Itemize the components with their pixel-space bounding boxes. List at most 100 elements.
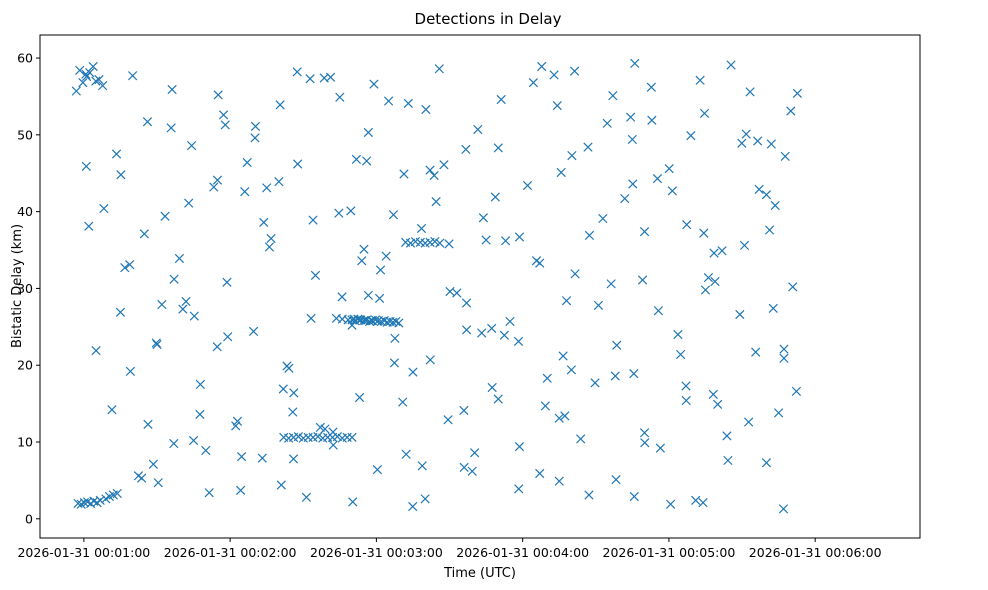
data-point	[167, 84, 177, 95]
data-point	[209, 182, 219, 192]
data-point	[561, 296, 572, 306]
data-point	[421, 104, 431, 115]
data-point	[218, 110, 229, 120]
data-point	[328, 440, 338, 450]
data-point	[570, 269, 580, 279]
data-point	[347, 320, 357, 330]
data-point	[178, 304, 188, 314]
data-point	[240, 187, 250, 197]
data-point	[223, 332, 233, 342]
x-tick-label: 2026-01-31 00:03:00	[310, 545, 443, 560]
data-point	[478, 213, 489, 223]
data-point	[675, 349, 686, 360]
data-point	[220, 120, 230, 130]
data-point	[372, 465, 382, 475]
data-point	[328, 427, 338, 437]
data-point	[364, 316, 375, 327]
data-point	[556, 167, 566, 178]
data-point	[325, 72, 336, 82]
data-point	[181, 296, 191, 307]
data-point	[493, 143, 503, 153]
data-point	[461, 298, 472, 308]
data-point	[282, 361, 292, 371]
data-point	[499, 330, 510, 340]
data-point	[301, 492, 312, 502]
data-point	[629, 491, 639, 502]
data-point	[598, 213, 608, 224]
data-point	[401, 449, 411, 459]
plot-area-frame	[39, 34, 921, 539]
data-point	[709, 248, 719, 258]
data-point	[664, 163, 674, 174]
data-point	[184, 198, 194, 208]
data-point	[630, 58, 640, 69]
data-point	[262, 183, 272, 193]
data-point	[248, 326, 259, 337]
data-point	[98, 81, 108, 91]
data-point	[593, 300, 604, 310]
data-point	[490, 192, 500, 202]
data-point	[700, 285, 711, 295]
data-point	[612, 340, 622, 350]
data-point	[691, 495, 701, 505]
data-point	[374, 293, 385, 304]
data-point	[201, 445, 211, 456]
data-point	[626, 112, 636, 122]
data-point	[708, 389, 718, 400]
data-point	[640, 438, 650, 448]
data-point	[461, 144, 471, 155]
y-axis-label: Bistatic Delay (km)	[10, 224, 25, 348]
data-point	[363, 290, 373, 300]
data-point	[686, 130, 696, 141]
data-point	[362, 156, 372, 166]
data-point	[698, 498, 708, 508]
data-point	[666, 499, 676, 509]
data-point	[99, 203, 109, 214]
data-point	[610, 371, 620, 381]
data-point	[647, 115, 657, 125]
data-point	[232, 416, 243, 426]
data-point	[608, 91, 618, 101]
data-point	[584, 230, 595, 241]
data-point	[381, 251, 391, 261]
data-point	[292, 67, 302, 77]
data-point	[308, 215, 318, 225]
data-point	[751, 347, 761, 357]
data-point	[443, 415, 453, 425]
data-point	[741, 129, 751, 139]
data-point	[403, 98, 413, 108]
data-point	[528, 77, 539, 88]
data-point	[467, 466, 477, 476]
data-point	[681, 381, 691, 391]
data-point	[235, 485, 246, 496]
data-point	[500, 236, 511, 246]
data-point	[505, 316, 515, 327]
data-point	[429, 170, 439, 181]
data-point	[408, 367, 418, 377]
data-point	[710, 276, 720, 287]
data-point	[142, 117, 153, 127]
data-point	[537, 61, 547, 72]
data-point	[278, 384, 288, 394]
data-point	[513, 336, 524, 347]
data-point	[780, 151, 790, 161]
data-point	[717, 246, 727, 256]
data-point	[744, 417, 754, 427]
data-point	[346, 206, 356, 216]
x-axis-label: Time (UTC)	[443, 566, 516, 581]
data-point	[681, 395, 691, 406]
y-tick-label: 30	[17, 281, 33, 296]
data-point	[778, 504, 789, 514]
data-point	[236, 451, 247, 462]
data-point	[391, 316, 401, 327]
data-point	[695, 75, 705, 85]
data-point	[459, 405, 469, 416]
data-point	[359, 244, 369, 254]
data-point	[493, 394, 503, 404]
data-point	[477, 328, 487, 338]
data-point	[112, 488, 122, 499]
data-point	[699, 228, 709, 238]
data-point	[745, 87, 755, 97]
